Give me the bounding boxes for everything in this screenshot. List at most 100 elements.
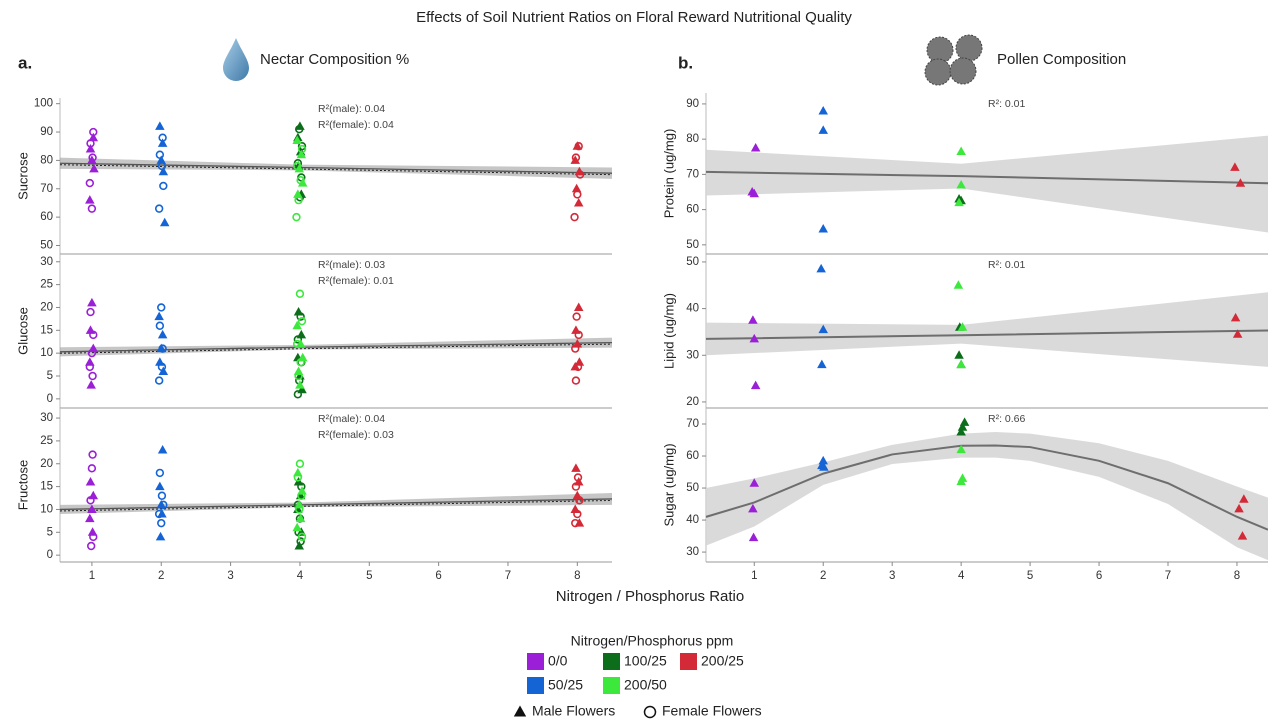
legend-swatch (527, 677, 544, 694)
y-tick-label: 0 (47, 393, 53, 405)
male-point (85, 144, 96, 153)
female-point (89, 532, 98, 542)
y-tick-label: 10 (40, 503, 53, 515)
drop-icon (223, 38, 249, 81)
y-tick-label: 20 (686, 396, 699, 408)
female-point (297, 142, 307, 151)
x-axis-label: Nitrogen / Phosphorus Ratio (556, 588, 744, 605)
male-point (89, 163, 99, 173)
male-point (818, 125, 828, 134)
male-point (1232, 329, 1243, 338)
y-tick-label: 70 (686, 418, 699, 430)
female-point (293, 473, 303, 482)
panel-label: b. (678, 53, 693, 72)
y-axis-label: Fructose (15, 460, 30, 511)
x-tick-label: 2 (158, 570, 164, 582)
confidence-band (706, 292, 1268, 367)
male-point (957, 322, 968, 331)
figure-title: Effects of Soil Nutrient Ratios on Flora… (416, 9, 852, 26)
male-point (85, 513, 95, 523)
male-point (86, 380, 96, 389)
confidence-band (706, 135, 1268, 233)
y-axis-label: Sucrose (15, 152, 30, 200)
fit-line (705, 329, 1268, 340)
male-point (1230, 162, 1240, 171)
y-tick-label: 25 (40, 435, 53, 447)
male-point (158, 166, 169, 176)
y-axis-label: Sugar (ug/mg) (661, 443, 676, 526)
y-tick-label: 100 (34, 98, 53, 110)
male-point (292, 522, 302, 532)
male-point (818, 223, 828, 233)
y-tick-label: 60 (40, 211, 53, 223)
female-point (89, 127, 98, 137)
female-point (294, 371, 303, 381)
male-point (1235, 178, 1246, 187)
panel-label: a. (18, 53, 32, 72)
female-point (86, 307, 95, 317)
male-point (1237, 531, 1248, 540)
y-tick-label: 50 (686, 482, 699, 494)
male-point (749, 478, 760, 487)
female-point (157, 303, 166, 312)
female-point (87, 204, 97, 213)
male-point (956, 179, 966, 189)
x-tick-label: 7 (505, 570, 511, 582)
confidence-band (706, 432, 1268, 561)
y-tick-label: 60 (686, 450, 699, 462)
r-squared-note: R²: 0.01 (988, 259, 1026, 271)
male-point (954, 350, 964, 359)
x-tick-label: 7 (1165, 570, 1171, 582)
female-point (87, 348, 97, 358)
male-point (157, 138, 168, 147)
legend-marker (513, 705, 527, 717)
legend-swatch (603, 677, 620, 694)
r-squared-note: R²(female): 0.03 (318, 429, 394, 441)
male-point (85, 195, 95, 204)
male-point (957, 422, 968, 431)
y-axis-label: Protein (ug/mg) (661, 129, 676, 219)
female-point (571, 376, 581, 385)
female-point (296, 537, 305, 546)
y-tick-label: 40 (686, 303, 699, 315)
male-point (953, 280, 964, 289)
male-point (88, 132, 99, 142)
female-point (155, 321, 165, 330)
male-point (295, 513, 306, 523)
female-point (574, 330, 583, 340)
r-squared-note: R²(male): 0.04 (318, 103, 385, 115)
female-point (159, 500, 168, 510)
female-point (88, 450, 97, 459)
female-point (295, 289, 305, 298)
female-point (159, 181, 168, 191)
male-point (574, 518, 585, 527)
x-tick-label: 3 (889, 570, 895, 582)
x-tick-label: 8 (574, 570, 580, 582)
male-point (87, 297, 97, 307)
x-tick-label: 6 (435, 570, 441, 582)
y-tick-label: 90 (686, 98, 699, 110)
y-tick-label: 50 (686, 239, 699, 251)
legend-title: Nitrogen/Phosphorus ppm (571, 633, 734, 649)
female-point (571, 344, 580, 353)
x-tick-label: 3 (227, 570, 233, 582)
panel-heading: Pollen Composition (997, 51, 1126, 68)
y-tick-label: 25 (40, 279, 53, 291)
female-point (573, 473, 583, 482)
female-point (574, 142, 583, 151)
legend-label: 200/25 (701, 653, 744, 669)
female-point (293, 390, 303, 399)
male-point (818, 105, 828, 115)
y-tick-label: 0 (47, 549, 53, 561)
legend-marker (643, 705, 657, 719)
x-tick-label: 4 (958, 570, 965, 582)
female-point (157, 491, 167, 500)
y-tick-label: 30 (686, 546, 699, 558)
female-point (158, 133, 167, 142)
female-point (296, 358, 305, 367)
male-point (571, 183, 582, 193)
x-tick-label: 8 (1234, 570, 1240, 582)
male-point (956, 146, 966, 155)
r-squared-note: R²(male): 0.03 (318, 259, 385, 271)
